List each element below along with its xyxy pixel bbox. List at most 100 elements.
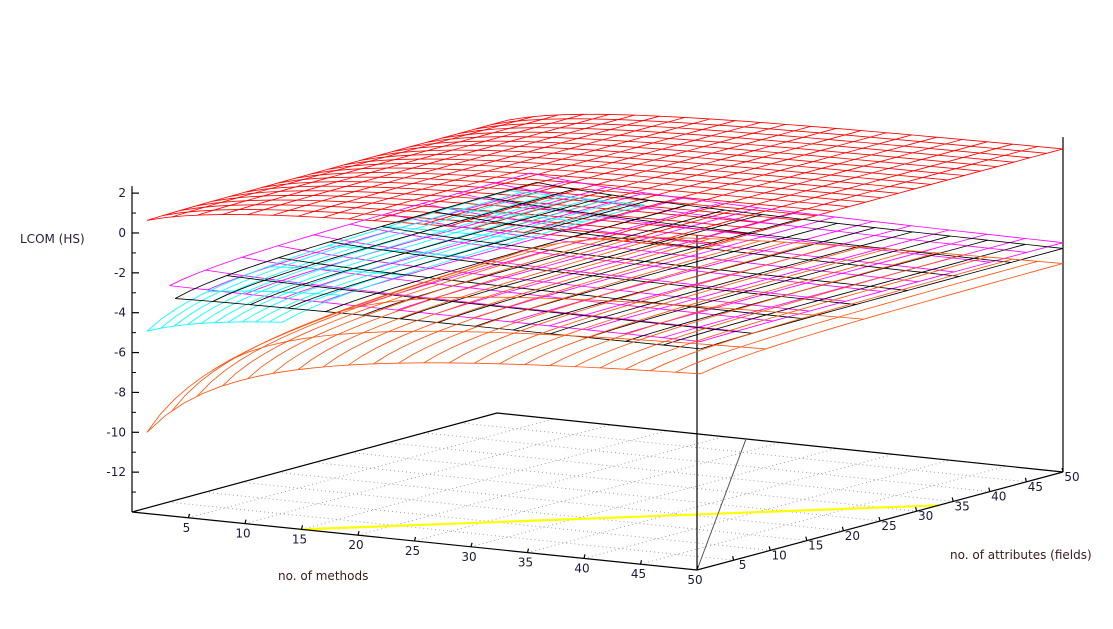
mesh-line-v <box>393 145 948 181</box>
mesh-line-u <box>212 188 575 302</box>
mesh-line-v <box>343 158 899 194</box>
mesh-line-u <box>448 243 811 364</box>
mesh-line-u <box>437 218 800 323</box>
mesh-line-u <box>549 250 912 366</box>
x-tick-mark <box>639 560 643 565</box>
mesh-line-v <box>311 167 866 203</box>
base-gridline-y <box>277 471 844 532</box>
mesh-line-u <box>663 243 1026 346</box>
base-gridline-y <box>168 501 734 561</box>
mesh-line-v <box>458 192 991 263</box>
mesh-line-u <box>322 237 685 368</box>
mesh-line-v <box>327 163 882 199</box>
mesh-line-u <box>550 231 913 335</box>
base-gridline-y <box>460 422 1027 483</box>
base-gridline-y <box>387 442 954 502</box>
mesh-line-v <box>196 199 751 235</box>
surface-magenta <box>169 172 1064 342</box>
mesh-line-v <box>360 154 915 190</box>
mesh-line-u <box>675 260 1038 373</box>
mesh-line-v <box>422 203 955 273</box>
mesh-line-u <box>624 256 988 370</box>
mesh-line-v <box>241 256 774 322</box>
mesh-line-v <box>442 131 998 168</box>
mesh-line-v <box>278 257 805 320</box>
x-tick-mark <box>244 519 247 524</box>
x-tick-mark <box>583 554 586 559</box>
mesh-line-v <box>330 241 856 305</box>
mesh-line-u <box>587 235 951 338</box>
mesh-line-v <box>314 234 846 302</box>
mesh-line-v <box>426 136 981 172</box>
x-tick-label: 35 <box>518 556 533 570</box>
mesh-line-v <box>245 185 800 221</box>
mesh-line-v <box>387 226 524 240</box>
mesh-line-u <box>196 242 559 397</box>
y-tick-mark <box>878 516 881 522</box>
y-tick-label: 50 <box>1064 470 1079 484</box>
mesh-line-v <box>226 275 753 334</box>
mesh-edge-v <box>146 362 701 433</box>
mesh-line-v <box>205 269 737 332</box>
mesh-line-u <box>373 239 736 365</box>
x-tick-label: 30 <box>461 550 476 564</box>
mesh-line-u <box>599 254 963 369</box>
mesh-line-v <box>475 122 1031 159</box>
mesh-line-u <box>171 247 534 411</box>
surface-red <box>146 113 1064 249</box>
mesh-line-v <box>212 194 767 230</box>
z-tick-label: 2 <box>118 186 126 200</box>
mesh-line-v <box>294 172 849 208</box>
contour-yellow <box>300 504 940 531</box>
x-tick-label: 15 <box>292 532 307 546</box>
mesh-line-u <box>175 181 537 299</box>
z-tick-label: -4 <box>114 306 126 320</box>
y-tick-mark <box>988 487 991 492</box>
mesh-line-u <box>250 194 612 306</box>
mesh-line-v <box>309 296 864 324</box>
mesh-line-v <box>211 330 766 371</box>
mesh-line-v <box>350 223 882 292</box>
x-tick-mark <box>357 531 360 536</box>
y-tick-mark <box>915 507 918 512</box>
mesh-line-v <box>327 245 464 258</box>
base-gridline-y <box>241 481 807 542</box>
base-gridline-y <box>423 432 990 493</box>
z-tick-label: -2 <box>114 266 126 280</box>
tick-label-layer: 20-2-4-6-8-10-125 10 15 20 25 30 35 40 45 5051015… <box>106 186 1079 587</box>
mesh-line-u <box>499 246 862 365</box>
mesh-line-v <box>146 214 701 249</box>
mesh-line-v <box>175 298 701 350</box>
mesh-line-v <box>433 211 960 277</box>
x-tick-mark <box>187 513 191 518</box>
mesh-line-u <box>700 263 1064 375</box>
y-tick-mark <box>951 497 954 502</box>
x-tick-mark <box>300 525 304 530</box>
x-tick-label: 5 <box>183 521 191 535</box>
z-axis <box>131 186 139 512</box>
mesh-line-v <box>381 225 908 291</box>
y-axis-title: no. of attributes (fields) <box>950 548 1092 562</box>
y-tick-label: 15 <box>808 539 823 553</box>
x-tick-mark <box>413 536 417 542</box>
mesh-line-u <box>297 237 660 370</box>
mesh-line-v <box>458 127 1014 163</box>
x-tick-mark <box>470 542 473 547</box>
z-axis-title: LCOM (HS) <box>20 232 85 246</box>
mesh-line-v <box>386 213 919 283</box>
mesh-line-u <box>423 241 786 364</box>
y-tick-label: 20 <box>845 529 860 543</box>
mesh-line-v <box>508 190 645 206</box>
mesh-line-u <box>524 248 887 365</box>
z-tick-label: -10 <box>106 425 126 439</box>
y-tick-mark <box>732 556 735 561</box>
mesh-line-v <box>146 321 283 332</box>
x-tick-label: 45 <box>631 567 646 581</box>
mesh-line-v <box>207 290 343 296</box>
x-tick-label: 40 <box>574 561 589 575</box>
base-inner-ridge <box>696 438 747 571</box>
y-tick-label: 45 <box>1028 480 1043 494</box>
surface-orange <box>146 237 1064 433</box>
